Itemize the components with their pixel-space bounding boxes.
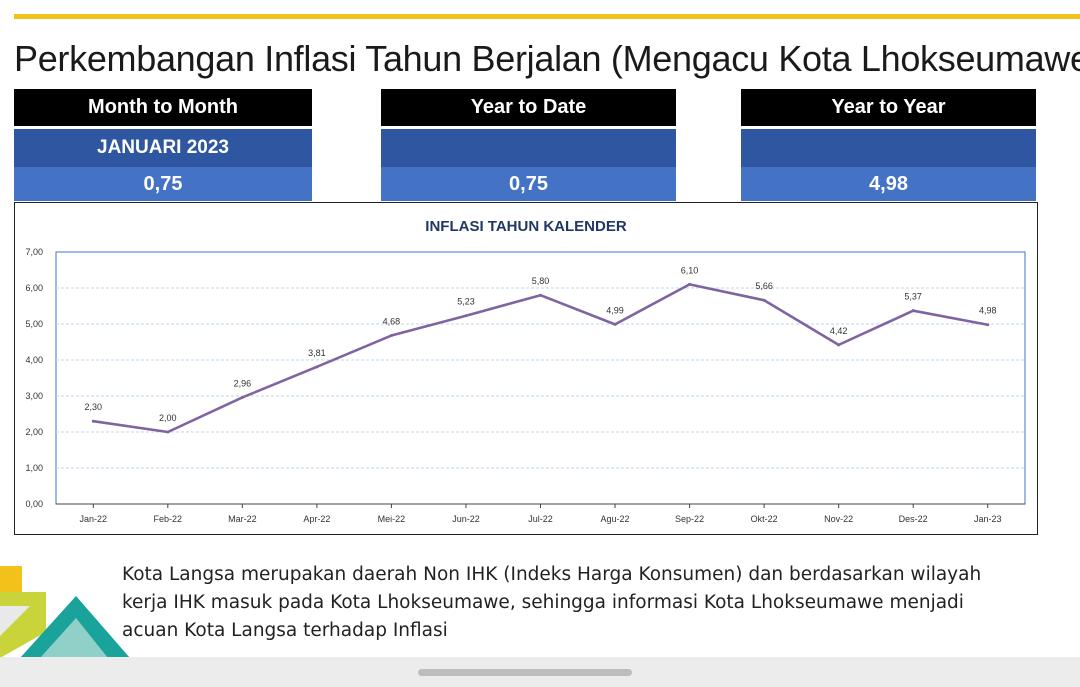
- card-period: [381, 129, 676, 167]
- card-period: JANUARI 2023: [14, 129, 312, 167]
- page-title: Perkembangan Inflasi Tahun Berjalan (Men…: [14, 38, 1080, 79]
- explanatory-note: Kota Langsa merupakan daerah Non IHK (In…: [122, 564, 982, 641]
- data-point: [389, 334, 393, 338]
- x-tick-label: Jun-22: [452, 514, 480, 524]
- data-label: 5,37: [904, 292, 922, 302]
- x-tick-label: Agu-22: [601, 514, 630, 524]
- x-tick-label: Sep-22: [675, 514, 704, 524]
- x-tick-label: Jul-22: [528, 514, 553, 524]
- plot-area-frame: [55, 251, 1026, 505]
- data-point: [464, 314, 468, 318]
- series-line: [91, 283, 990, 434]
- data-label: 4,42: [830, 326, 848, 336]
- y-tick-label: 6,00: [25, 283, 43, 293]
- card-header: Year to Date: [381, 89, 676, 126]
- data-point: [91, 419, 95, 423]
- x-tick-label: Mar-22: [228, 514, 257, 524]
- card-month-to-month: Month to Month JANUARI 2023 0,75: [14, 89, 312, 201]
- y-tick-label: 3,00: [25, 391, 43, 401]
- data-label: 4,99: [606, 305, 624, 315]
- card-year-to-year: Year to Year 4,98: [741, 89, 1036, 201]
- data-label: 6,10: [681, 265, 699, 275]
- x-tick-label: Mei-22: [378, 514, 406, 524]
- data-label: 3,81: [308, 348, 326, 358]
- x-tick-label: Jan-23: [974, 514, 1002, 524]
- data-label: 5,23: [457, 297, 475, 307]
- data-point: [911, 309, 915, 313]
- x-tick-label: Nov-22: [824, 514, 853, 524]
- card-value: 4,98: [741, 167, 1036, 201]
- home-gesture-handle[interactable]: [418, 669, 632, 676]
- data-point: [688, 282, 692, 286]
- inflation-chart: INFLASI TAHUN KALENDER 0,00 1,00 2,00 3,00 4…: [14, 202, 1038, 535]
- y-tick-label: 2,00: [25, 427, 43, 437]
- card-value: 0,75: [14, 167, 312, 201]
- x-tick-label: Okt-22: [751, 514, 778, 524]
- top-accent-rule: [14, 14, 1080, 19]
- inflation-chart-svg: INFLASI TAHUN KALENDER 0,00 1,00 2,00 3,00 4…: [25, 218, 1026, 524]
- data-point: [986, 323, 990, 327]
- data-point: [240, 395, 244, 399]
- chart-title: INFLASI TAHUN KALENDER: [425, 218, 627, 235]
- card-year-to-date: Year to Date 0,75: [381, 89, 676, 201]
- data-label: 2,30: [85, 402, 103, 412]
- data-label: 4,68: [383, 317, 401, 327]
- data-label: 4,98: [979, 306, 997, 316]
- decorative-logo-shapes: [0, 566, 130, 658]
- data-label: 5,80: [532, 276, 550, 286]
- y-tick-label: 7,00: [25, 247, 43, 257]
- x-tick-label: Feb-22: [154, 514, 183, 524]
- card-header: Month to Month: [14, 89, 312, 126]
- y-tick-label: 0,00: [25, 499, 43, 509]
- data-point: [166, 430, 170, 434]
- data-label: 2,00: [159, 413, 177, 423]
- data-point: [315, 365, 319, 369]
- data-point: [613, 322, 617, 326]
- data-label: 2,96: [234, 378, 252, 388]
- x-tick-label: Jan-22: [80, 514, 108, 524]
- x-tick-label: Des-22: [899, 514, 928, 524]
- card-value: 0,75: [381, 167, 676, 201]
- card-period: [741, 129, 1036, 167]
- y-tick-label: 4,00: [25, 355, 43, 365]
- y-tick-label: 1,00: [25, 463, 43, 473]
- data-point: [762, 298, 766, 302]
- x-tick-label: Apr-22: [303, 514, 330, 524]
- data-point: [539, 293, 542, 297]
- y-tick-label: 5,00: [25, 319, 43, 329]
- card-header: Year to Year: [741, 89, 1036, 126]
- data-point: [837, 343, 841, 347]
- data-label: 5,66: [755, 281, 773, 291]
